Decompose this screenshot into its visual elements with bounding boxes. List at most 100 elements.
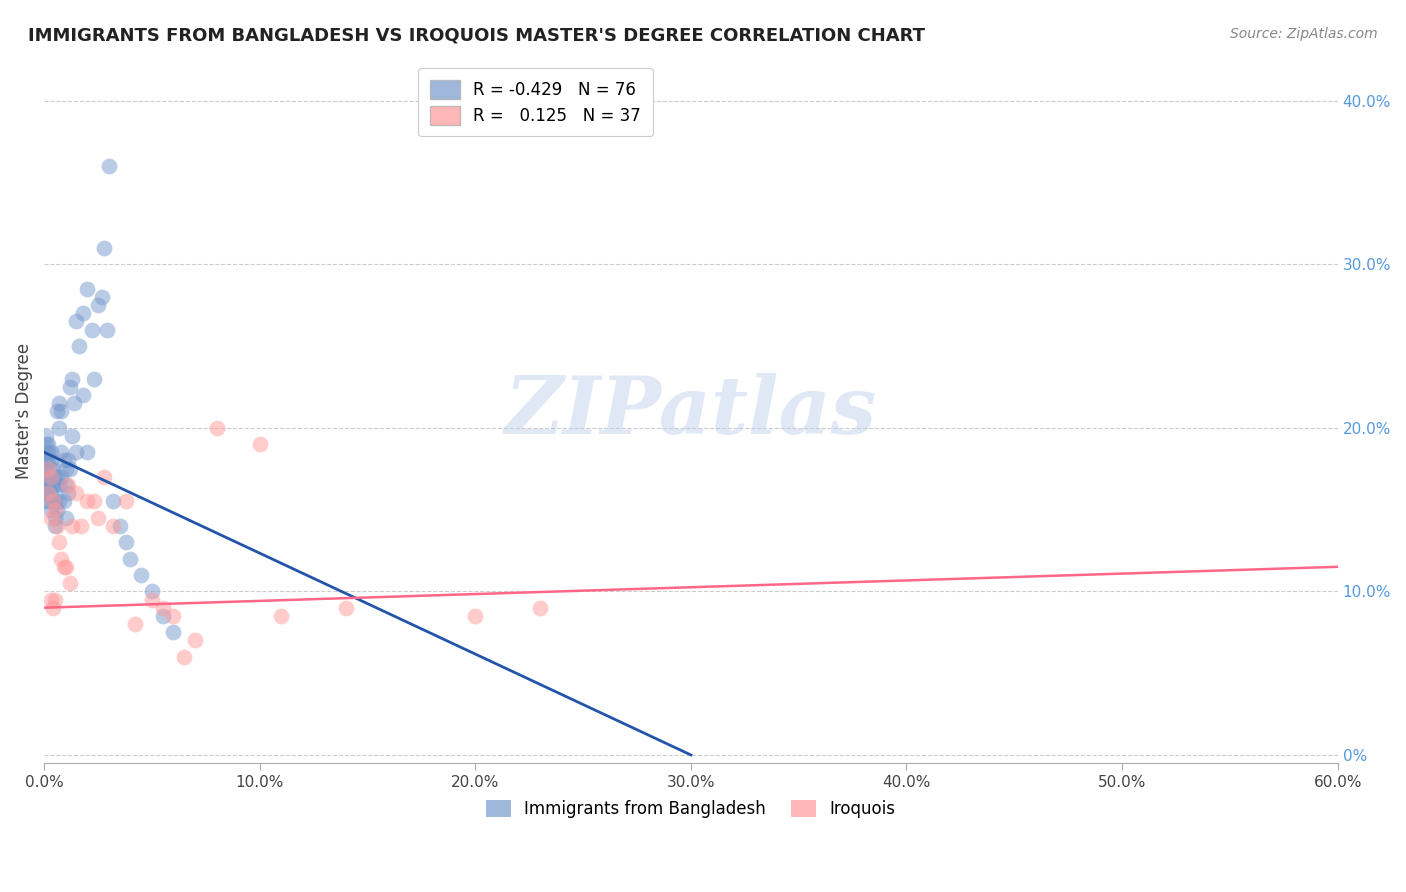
Point [63,396,86,410]
Point [464,608,486,623]
Point [65,445,87,459]
Point [249,437,271,451]
Point [173,649,195,664]
Point [59,461,82,475]
Point [93,470,115,484]
Point [59,576,82,591]
Point [270,608,292,623]
Point [141,584,163,599]
Legend: Immigrants from Bangladesh, Iroquois: Immigrants from Bangladesh, Iroquois [479,794,903,825]
Point [76,282,98,296]
Point [42,494,65,508]
Point [60,371,83,385]
Point [35,478,58,492]
Point [101,519,124,533]
Point [46,519,69,533]
Point [37,478,59,492]
Point [101,494,124,508]
Point [55,510,77,524]
Point [76,494,98,508]
Point [35,494,58,508]
Point [42,494,65,508]
Point [39,486,62,500]
Point [44,470,66,484]
Point [65,314,87,328]
Point [42,478,65,492]
Y-axis label: Master's Degree: Master's Degree [15,343,32,479]
Point [35,470,58,484]
Point [37,494,59,508]
Point [44,478,66,492]
Point [35,429,58,443]
Point [48,494,70,508]
Point [48,478,70,492]
Point [39,470,62,484]
Point [48,396,70,410]
Point [46,404,69,418]
Point [60,429,83,443]
Point [35,453,58,467]
Point [39,478,62,492]
Point [115,535,138,549]
Point [35,461,58,475]
Point [83,371,105,385]
Point [72,306,94,320]
Point [124,617,146,632]
Point [129,568,152,582]
Point [65,486,87,500]
Point [37,453,59,467]
Point [37,437,59,451]
Point [162,608,184,623]
Point [46,470,69,484]
Point [46,502,69,516]
Point [44,502,66,516]
Point [67,339,90,353]
Point [152,600,174,615]
Point [48,535,70,549]
Point [37,470,59,484]
Point [35,445,58,459]
Point [76,445,98,459]
Point [51,470,73,484]
Point [48,421,70,435]
Point [39,470,62,484]
Point [35,486,58,500]
Point [35,437,58,451]
Point [52,494,75,508]
Point [59,380,82,394]
Point [335,600,357,615]
Point [205,421,228,435]
Point [115,494,138,508]
Point [37,461,59,475]
Point [37,445,59,459]
Point [44,592,66,607]
Point [52,453,75,467]
Point [44,510,66,524]
Point [91,290,114,304]
Point [141,592,163,607]
Point [39,445,62,459]
Point [42,461,65,475]
Point [55,461,77,475]
Point [52,559,75,574]
Point [162,625,184,640]
Point [529,600,551,615]
Point [108,519,131,533]
Point [83,494,105,508]
Point [39,453,62,467]
Point [60,519,83,533]
Point [51,404,73,418]
Point [152,608,174,623]
Point [120,551,142,566]
Point [37,486,59,500]
Point [184,633,207,648]
Text: IMMIGRANTS FROM BANGLADESH VS IROQUOIS MASTER'S DEGREE CORRELATION CHART: IMMIGRANTS FROM BANGLADESH VS IROQUOIS M… [28,27,925,45]
Point [37,486,59,500]
Point [39,461,62,475]
Point [44,519,66,533]
Point [72,388,94,402]
Point [80,322,103,336]
Point [87,510,110,524]
Text: Source: ZipAtlas.com: Source: ZipAtlas.com [1230,27,1378,41]
Point [51,551,73,566]
